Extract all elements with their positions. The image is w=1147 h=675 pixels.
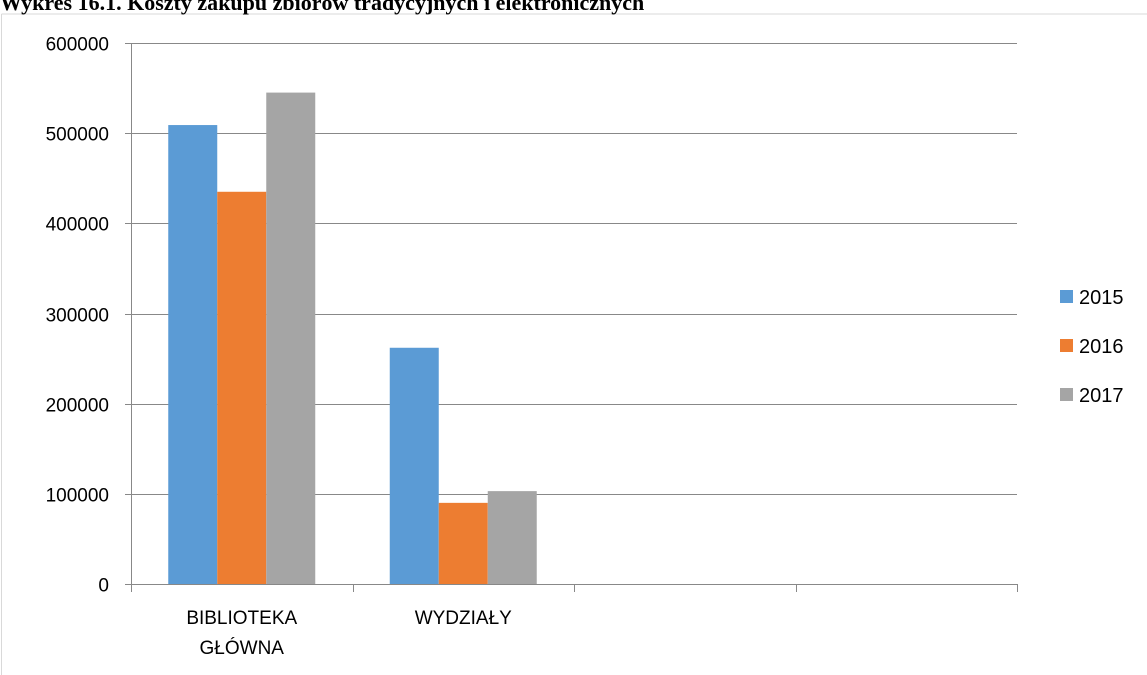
legend-swatch-2015 xyxy=(1060,290,1073,303)
legend-label-2015: 2015 xyxy=(1079,287,1124,309)
bar-2017-1 xyxy=(487,491,537,584)
x-category-label: GŁÓWNA xyxy=(200,637,285,659)
y-tick-label: 400000 xyxy=(46,215,109,236)
y-tick-label: 0 xyxy=(98,576,109,597)
y-tick-label: 600000 xyxy=(46,35,109,56)
axes xyxy=(125,43,1018,592)
legend-label-2017: 2017 xyxy=(1079,385,1124,407)
axis-labels: 0 100000 200000 300000 400000 500000 600000 BIB… xyxy=(46,35,513,660)
y-tick-label: 200000 xyxy=(46,396,109,417)
y-tick-label: 300000 xyxy=(46,306,109,327)
y-tick-label: 500000 xyxy=(46,125,109,146)
legend: 2015 2016 2017 xyxy=(1060,287,1124,407)
y-tick-label: 100000 xyxy=(46,486,109,507)
legend-swatch-2016 xyxy=(1060,339,1073,352)
legend-label-2016: 2016 xyxy=(1079,336,1124,358)
bar-2016-0 xyxy=(217,191,267,584)
bar-2016-1 xyxy=(438,502,488,584)
x-category-label: BIBLIOTEKA xyxy=(186,608,297,629)
bar-2017-0 xyxy=(266,92,316,584)
bars xyxy=(168,92,537,584)
chart-title: Wykres 16.1. Koszty zakupu zbiorów trady… xyxy=(0,0,645,15)
legend-swatch-2017 xyxy=(1060,388,1073,401)
x-category-label: WYDZIAŁY xyxy=(415,608,512,629)
bar-2015-0 xyxy=(168,125,218,584)
bar-2015-1 xyxy=(389,347,439,584)
